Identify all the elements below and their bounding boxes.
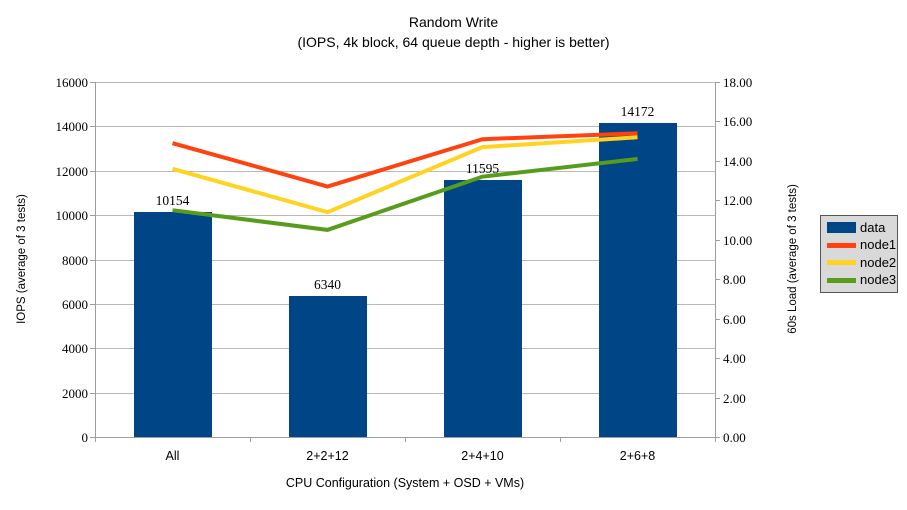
- legend-item-label: node1: [860, 237, 897, 253]
- right-axis-tick: [715, 200, 720, 202]
- category-label: 2+4+10: [461, 449, 504, 463]
- gridline: [95, 126, 715, 128]
- left-axis-tick-label: 16000: [55, 75, 89, 90]
- right-axis-line: [715, 82, 716, 438]
- legend-item: node2: [827, 254, 897, 272]
- legend: data node1 node2 node3: [820, 215, 898, 293]
- left-axis-tick: [90, 82, 95, 83]
- gridline: [95, 303, 715, 305]
- right-axis-tick-label: 14.00: [723, 153, 753, 169]
- left-axis-tick: [90, 392, 95, 394]
- left-axis-tick-label: 6000: [62, 296, 88, 312]
- left-axis-line: [95, 82, 96, 438]
- right-axis-tick: [715, 279, 720, 281]
- left-axis-tick-label: 0: [81, 430, 89, 445]
- chart-title: Random Write: [408, 14, 499, 30]
- category-label: 2+2+12: [306, 449, 349, 463]
- category-label: All: [165, 449, 180, 463]
- right-axis-tick: [715, 121, 720, 123]
- right-axis-title: 60s Load (average of 3 tests): [787, 184, 799, 334]
- gridline: [95, 392, 715, 394]
- right-axis-tick-label: 16.00: [723, 114, 753, 130]
- bar-data: [288, 296, 367, 437]
- right-axis-tick-label: 0.00: [723, 430, 746, 445]
- legend-item: data: [827, 219, 897, 237]
- left-axis-tick-label: 4000: [62, 341, 88, 357]
- x-axis-title: CPU Configuration (System + OSD + VMs): [285, 476, 525, 490]
- gridline: [95, 82, 715, 83]
- bar-value-label: 11595: [465, 161, 500, 176]
- right-axis-tick: [715, 160, 720, 162]
- category-label: 2+6+8: [619, 449, 656, 463]
- right-axis-tick: [715, 397, 720, 399]
- left-axis-tick-label: 12000: [55, 163, 89, 179]
- left-axis-tick: [90, 303, 95, 305]
- legend-item-label: data: [860, 219, 886, 235]
- line-node3: [172, 156, 638, 232]
- x-axis-tick: [715, 437, 716, 442]
- chart-subtitle: (IOPS, 4k block, 64 queue depth - higher…: [297, 34, 610, 50]
- left-axis-tick-label: 8000: [62, 252, 88, 268]
- right-axis-tick: [715, 82, 720, 83]
- legend-line-swatch: [827, 242, 856, 248]
- x-axis-tick: [250, 437, 251, 442]
- x-axis-tick: [95, 437, 96, 442]
- x-axis-tick: [405, 437, 406, 442]
- line-node1: [171, 131, 638, 189]
- right-axis-tick: [715, 239, 720, 241]
- plot-area: 10154 6340 11595 14172: [95, 82, 716, 442]
- right-axis-tick-label: 4.00: [723, 351, 746, 367]
- right-axis-tick-label: 2.00: [723, 390, 746, 406]
- right-axis-tick: [715, 437, 720, 438]
- right-axis-tick-label: 6.00: [723, 311, 746, 327]
- legend-box-swatch: [827, 222, 856, 234]
- bar-value-label: 14172: [620, 104, 655, 119]
- left-axis-tick-label: 10000: [55, 208, 89, 224]
- right-axis-tick-label: 18.00: [723, 75, 753, 90]
- legend-item: node3: [827, 272, 897, 290]
- left-axis-title: IOPS (average of 3 tests): [16, 194, 28, 324]
- x-axis-tick: [560, 437, 561, 442]
- left-axis-tick: [90, 170, 95, 172]
- right-axis-tick-label: 12.00: [723, 193, 753, 209]
- left-axis-tick: [90, 126, 95, 128]
- left-axis-tick: [90, 348, 95, 350]
- gridline: [95, 348, 715, 350]
- left-axis-tick-label: 14000: [55, 119, 89, 135]
- legend-item: node1: [827, 237, 897, 255]
- right-axis-tick-label: 8.00: [723, 272, 746, 288]
- bar-value-label: 10154: [155, 193, 190, 208]
- bar-value-label: 6340: [314, 277, 341, 292]
- right-axis-tick: [715, 358, 720, 360]
- line-node2: [171, 135, 638, 215]
- left-axis-tick: [90, 215, 95, 217]
- bar-data: [598, 123, 677, 437]
- right-axis-tick-label: 10.00: [723, 232, 753, 248]
- legend-item-label: node2: [860, 254, 897, 270]
- left-axis-tick-label: 2000: [62, 385, 88, 401]
- right-axis-tick: [715, 318, 720, 320]
- bar-data: [443, 180, 522, 437]
- legend-line-swatch: [827, 277, 856, 283]
- gridline: [95, 259, 715, 261]
- left-axis-tick: [90, 259, 95, 261]
- legend-item-label: node3: [860, 272, 897, 288]
- left-axis-tick: [90, 437, 95, 438]
- legend-line-swatch: [827, 260, 856, 266]
- bar-data: [133, 212, 212, 437]
